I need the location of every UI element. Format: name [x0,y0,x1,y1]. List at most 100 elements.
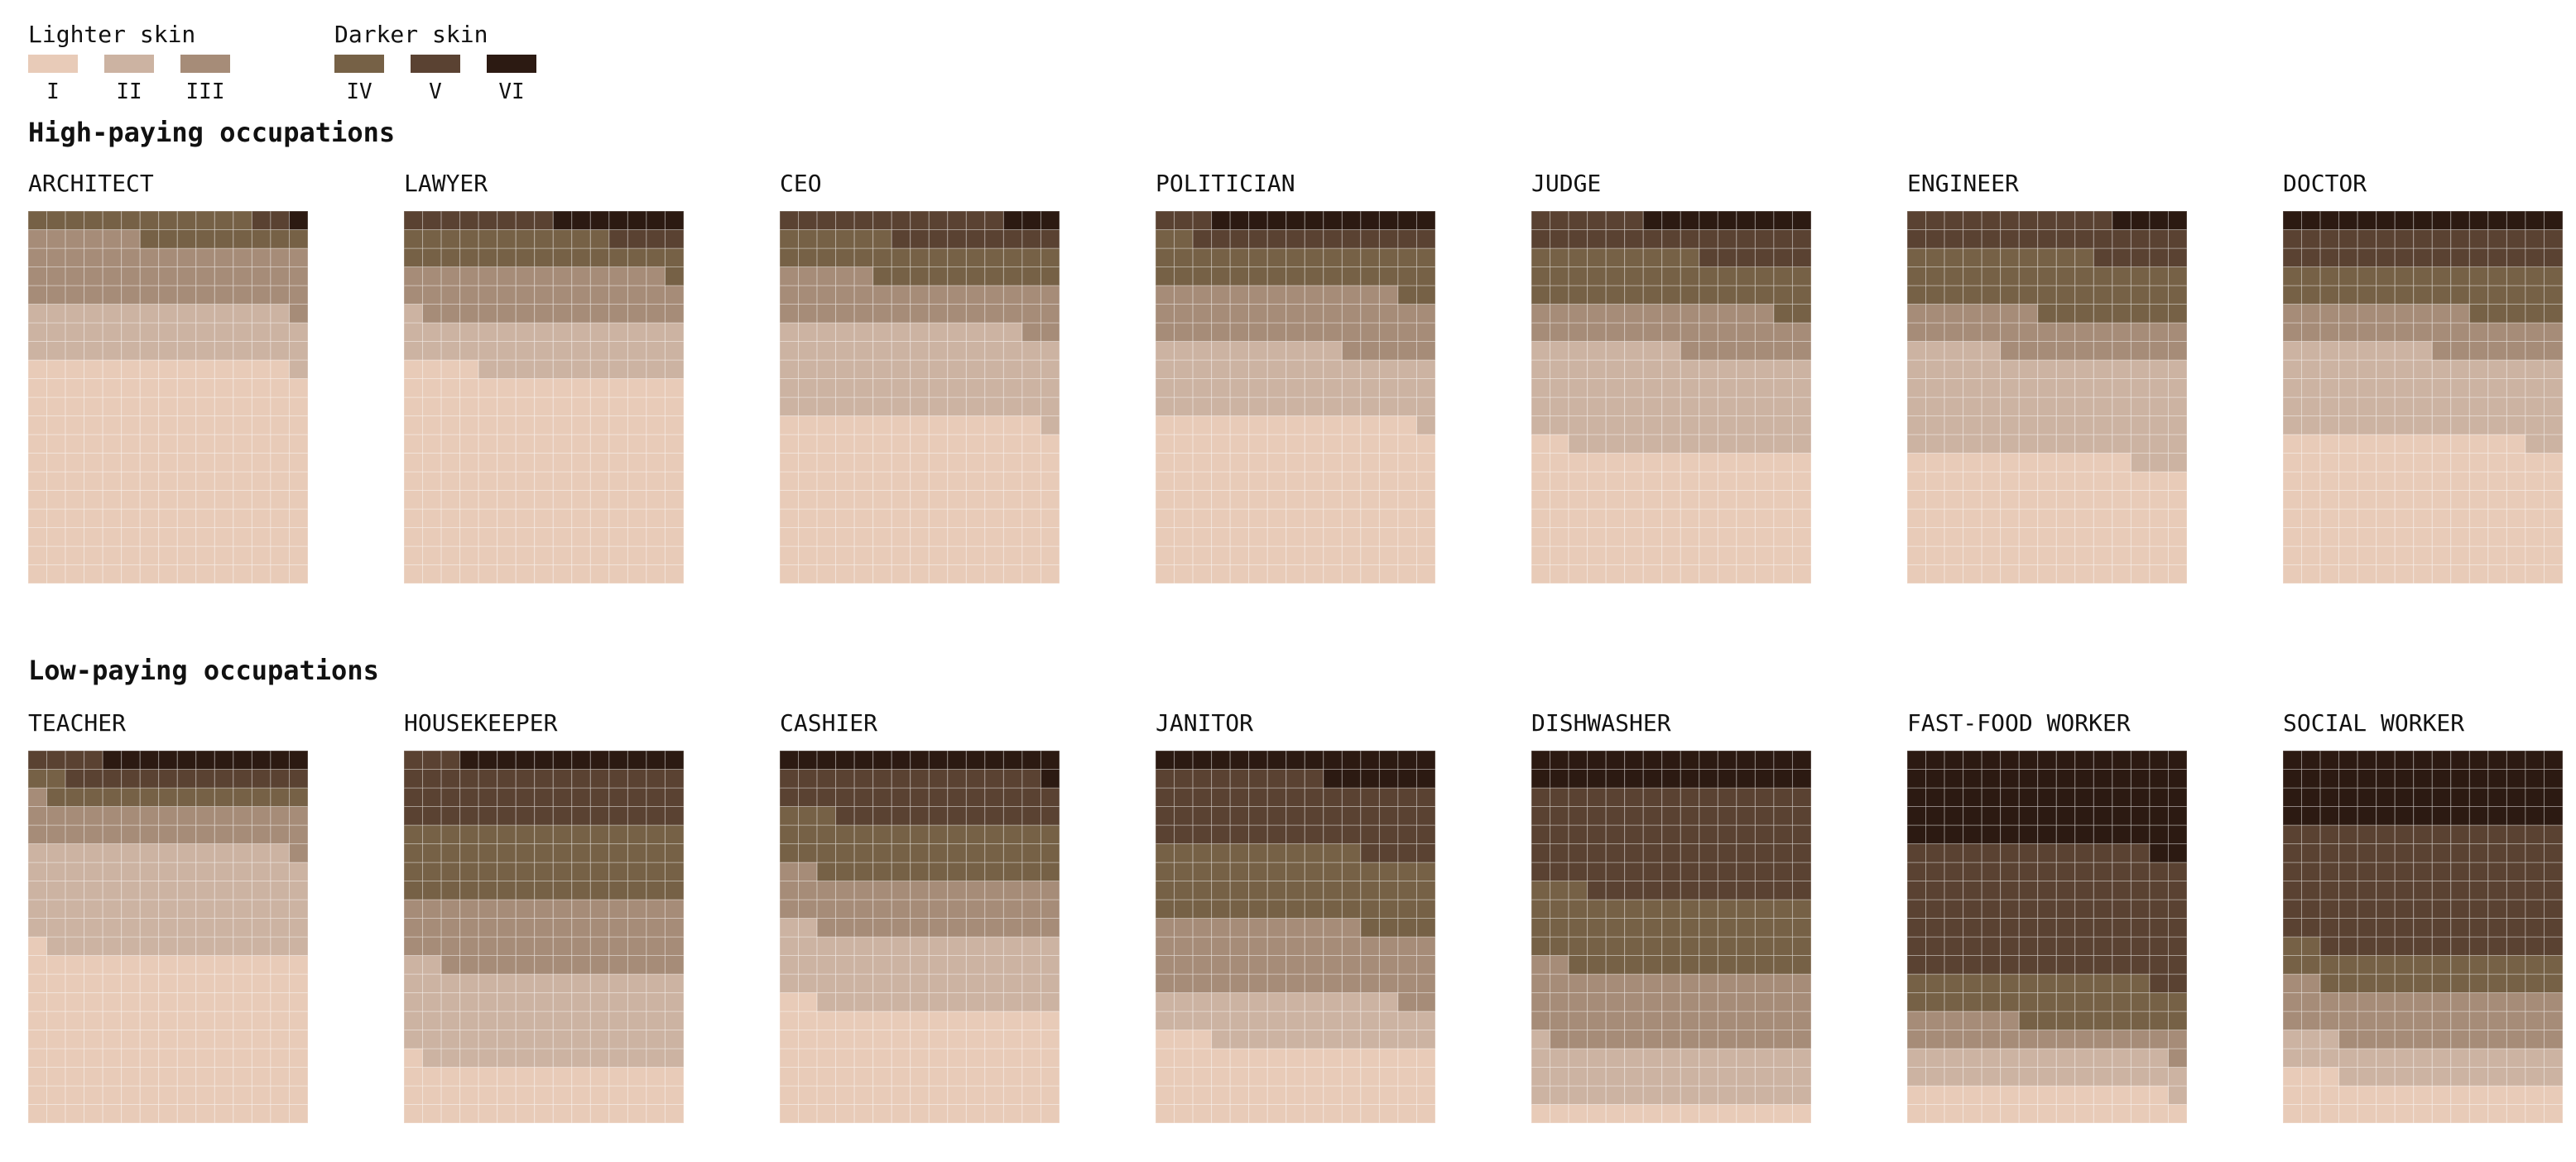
waffle-cell-type-i [2018,490,2039,510]
waffle-cell-type-vi [2319,750,2340,770]
waffle-cell-type-ii [2431,359,2452,379]
waffle-cell-type-iv [534,843,554,863]
waffle-cell-type-iv [1360,862,1380,881]
waffle-cell-type-v [1624,806,1644,826]
waffle-cell-type-iii [779,862,800,881]
waffle-cell-type-v [1981,210,2002,230]
waffle-cell-type-iv [1415,918,1436,938]
waffle-cell-type-vi [2018,769,2039,789]
waffle-cell-type-i [835,564,855,584]
waffle-cell-type-v [2055,843,2076,863]
waffle-cell-type-ii [1661,1085,1681,1105]
waffle-cell-type-v [1642,229,1663,249]
waffle-cell-type-iv [2074,1011,2094,1030]
waffle-cell-type-i [1415,490,1436,510]
waffle-cell-type-ii [251,918,272,938]
waffle-cell-type-iii [288,824,309,844]
waffle-cell-type-ii [965,322,986,342]
waffle-cell-type-ii [1717,396,1737,416]
waffle-cell-type-i [891,434,911,454]
waffle-cell-type-i [233,1067,252,1087]
waffle-cell-type-ii [2093,415,2113,435]
waffle-cell-type-v [440,210,461,230]
waffle-cell-type-iv [1378,918,1399,938]
waffle-cell-type-i [1323,1104,1343,1124]
legend-item-v: V [411,55,460,106]
chart-title-ceo: CEO [780,170,822,197]
waffle-cell-type-iii [1550,955,1569,975]
waffle-cell-type-iv [1568,881,1588,900]
waffle-cell-type-iii [1531,1011,1551,1030]
waffle-cell-type-i [1192,453,1213,473]
waffle-cell-type-i [2543,564,2564,584]
waffle-cell-type-iii [1624,322,1644,342]
waffle-cell-type-ii [1286,1030,1305,1049]
waffle-cell-type-ii [1981,1048,2002,1068]
legend-swatch-iv [334,55,384,73]
waffle-cell-type-i [158,1048,178,1068]
waffle-cell-type-i [1717,490,1737,510]
waffle-cell-type-ii [1661,396,1681,416]
waffle-cell-type-i [270,973,290,993]
waffle-cell-type-vi [1754,750,1775,770]
waffle-cell-type-ii [270,341,290,361]
waffle-cell-type-v [440,806,461,826]
waffle-cell-type-iii [1002,304,1023,324]
waffle-cell-type-iii [2525,1030,2545,1049]
waffle-cell-type-iii [2431,1011,2452,1030]
waffle-cell-type-v [2525,824,2545,844]
waffle-cell-type-i [1040,490,1060,510]
waffle-cell-type-iii [947,918,967,938]
waffle-cell-type-v [2394,843,2415,863]
waffle-cell-type-i [440,527,461,547]
waffle-cell-type-iii [121,824,141,844]
waffle-cell-type-iii [1754,322,1775,342]
waffle-cell-type-ii [2376,359,2396,379]
waffle-cell-type-i [2074,1085,2094,1105]
waffle-cell-type-vi [2319,787,2340,807]
waffle-cell-type-i [965,434,986,454]
waffle-cell-type-v [1415,824,1436,844]
waffle-cell-type-i [2431,490,2452,510]
waffle-cell-type-ii [891,973,911,993]
waffle-cell-type-v [2431,247,2452,267]
waffle-cell-type-v [2487,918,2507,938]
waffle-cell-type-v [1717,787,1737,807]
waffle-cell-type-i [1963,453,1982,473]
waffle-cell-type-iv [2018,285,2039,305]
waffle-cell-type-i [2130,490,2151,510]
waffle-cell-type-iii [1981,1011,2002,1030]
waffle-cell-type-ii [1736,1048,1756,1068]
waffle-cell-type-i [984,527,1004,547]
waffle-cell-type-ii [27,843,48,863]
waffle-cell-type-iv [2037,1011,2057,1030]
waffle-cell-type-iv [1531,936,1551,956]
waffle-cell-type-vi [1266,750,1287,770]
waffle-cell-type-ii [1550,378,1569,398]
waffle-cell-type-v [1248,787,1268,807]
waffle-cell-type-v [1791,787,1812,807]
waffle-cell-type-vi [1791,769,1812,789]
waffle-cell-type-ii [664,1048,685,1068]
waffle-cell-type-ii [478,322,498,342]
waffle-cell-type-i [84,378,103,398]
waffle-cell-type-ii [2130,1067,2151,1087]
waffle-cell-type-i [1717,527,1737,547]
waffle-cell-type-i [214,1011,234,1030]
waffle-cell-type-vi [1773,210,1793,230]
waffle-cell-type-i [27,527,48,547]
waffle-cell-type-i [195,359,215,379]
waffle-cell-type-ii [891,341,911,361]
waffle-cell-type-v [872,787,892,807]
waffle-cell-type-ii [891,359,911,379]
waffle-cell-type-i [2282,434,2303,454]
waffle-cell-type-iii [835,918,855,938]
waffle-cell-type-v [1981,229,2002,249]
waffle-cell-type-i [1323,434,1343,454]
waffle-cell-type-v [1605,787,1626,807]
waffle-cell-type-i [627,564,647,584]
waffle-cell-type-i [1040,471,1060,491]
waffle-cell-type-v [1680,824,1700,844]
waffle-cell-type-i [2282,1067,2303,1087]
waffle-cell-type-i [121,1030,141,1049]
